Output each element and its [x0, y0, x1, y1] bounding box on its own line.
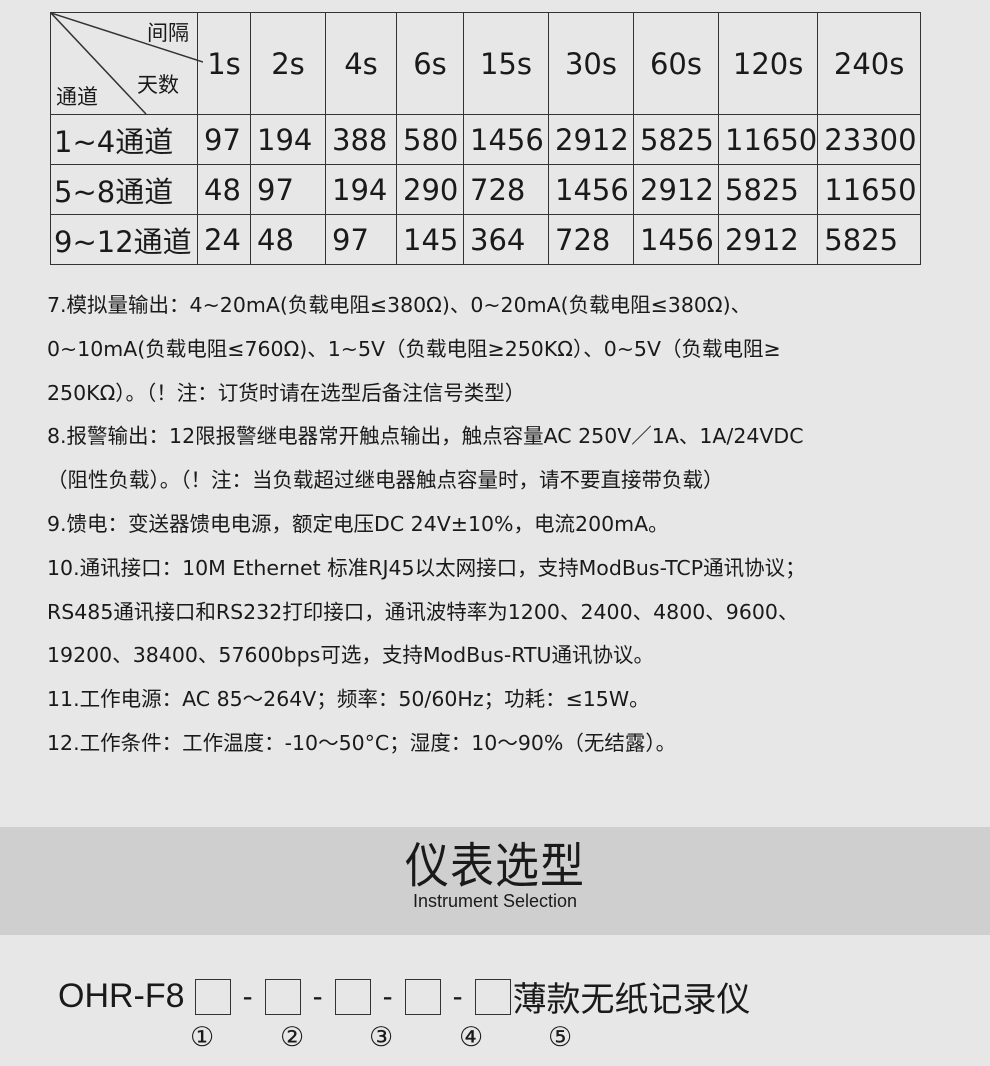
interval-header: 30s	[548, 12, 634, 115]
spec-line: 9.馈电：变送器馈电电源，额定电压DC 24V±10%，电流200mA。	[47, 511, 669, 536]
spec-line: 11.工作电源：AC 85～264V；频率：50/60Hz；功耗：≤15W。	[47, 687, 650, 712]
days-cell: 728	[548, 214, 634, 265]
spec-line: 0~10mA(负载电阻≤760Ω)、1~5V（负载电阻≥250KΩ）、0~5V（…	[47, 336, 781, 361]
channel-label: 9~12通道	[50, 214, 198, 265]
interval-header: 240s	[817, 12, 921, 115]
table-header-row: 间隔 天数 通道 1s 2s 4s 6s 15s 30s 60s 120s 24…	[50, 12, 921, 115]
interval-header: 2s	[250, 12, 326, 115]
slot-number-5: ⑤	[548, 1022, 573, 1053]
option-box-1	[194, 978, 231, 1015]
days-cell: 1456	[463, 114, 549, 165]
table-row: 5~8通道 48 97 194 290 728 1456 2912 5825 11650	[50, 164, 921, 215]
days-cell: 580	[396, 114, 464, 165]
days-cell: 97	[250, 164, 326, 215]
days-cell: 2912	[633, 164, 719, 215]
days-cell: 388	[325, 114, 397, 165]
days-cell: 5825	[817, 214, 921, 265]
interval-header: 60s	[633, 12, 719, 115]
days-cell: 194	[250, 114, 326, 165]
diagonal-lines	[51, 13, 203, 114]
days-cell: 5825	[717, 164, 819, 215]
storage-days-table: 间隔 天数 通道 1s 2s 4s 6s 15s 30s 60s 120s 24…	[50, 12, 921, 265]
days-cell: 11650	[817, 164, 921, 215]
model-suffix: 薄款无纸记录仪	[512, 981, 751, 1019]
interval-header: 1s	[197, 12, 251, 115]
table-row: 1~4通道 97 194 388 580 1456 2912 5825 11650 23300	[50, 114, 921, 165]
option-box-2	[264, 978, 301, 1015]
option-box-4	[404, 978, 441, 1015]
interval-header: 120s	[717, 12, 819, 115]
slot-number-2: ②	[280, 1022, 305, 1053]
section-subtitle: Instrument Selection	[412, 891, 578, 911]
corner-cell: 间隔 天数 通道	[50, 12, 203, 115]
section-title: 仪表选型	[405, 839, 585, 894]
corner-days-label: 天数	[137, 73, 179, 97]
spec-line: 10.通讯接口：10M Ethernet 标准RJ45以太网接口，支持ModBu…	[47, 555, 806, 580]
corner-interval-label: 间隔	[147, 21, 189, 45]
interval-header: 4s	[325, 12, 397, 115]
days-cell: 194	[325, 164, 397, 215]
channel-label: 1~4通道	[50, 114, 198, 165]
separator: -	[242, 979, 253, 1013]
interval-header: 15s	[463, 12, 549, 115]
table-row: 9~12通道 24 48 97 145 364 728 1456 2912 5825	[50, 214, 921, 265]
days-cell: 97	[197, 114, 251, 165]
slot-number-3: ③	[369, 1022, 394, 1053]
corner-channel-label: 通道	[56, 85, 98, 109]
spec-line: （阻性负载）。（！注：当负载超过继电器触点容量时，请不要直接带负载）	[47, 468, 724, 493]
interval-header: 6s	[396, 12, 464, 115]
spec-line: 7.模拟量输出：4~20mA(负载电阻≤380Ω)、0~20mA(负载电阻≤38…	[47, 293, 752, 317]
section-banner: 仪表选型 Instrument Selection	[0, 827, 990, 935]
days-cell: 1456	[633, 214, 719, 265]
spec-line: RS485通讯接口和RS232打印接口，通讯波特率为1200、2400、4800…	[47, 599, 799, 624]
days-cell: 24	[197, 214, 251, 265]
spec-list: 7.模拟量输出：4~20mA(负载电阻≤380Ω)、0~20mA(负载电阻≤38…	[47, 284, 806, 766]
spec-line: 12.工作条件：工作温度：-10～50°C；湿度：10～90%（无结露）。	[47, 730, 677, 755]
model-code: OHR-F8 - - - - 薄款无纸记录仪	[58, 972, 751, 1021]
separator: -	[382, 979, 393, 1013]
days-cell: 2912	[548, 114, 634, 165]
days-cell: 728	[463, 164, 549, 215]
option-box-5	[474, 978, 511, 1015]
separator: -	[312, 979, 323, 1013]
model-prefix: OHR-F8	[58, 977, 185, 1015]
days-cell: 290	[396, 164, 464, 215]
days-cell: 364	[463, 214, 549, 265]
days-cell: 2912	[717, 214, 819, 265]
days-cell: 97	[325, 214, 397, 265]
spec-line: 8.报警输出：12限报警继电器常开触点输出，触点容量AC 250V／1A、1A/…	[47, 424, 804, 449]
slot-number-1: ①	[190, 1022, 215, 1053]
channel-label: 5~8通道	[50, 164, 198, 215]
option-box-3	[334, 978, 371, 1015]
spec-line: 19200、38400、57600bps可选，支持ModBus-RTU通讯协议。	[47, 643, 655, 668]
days-cell: 5825	[633, 114, 719, 165]
days-cell: 48	[197, 164, 251, 215]
days-cell: 1456	[548, 164, 634, 215]
days-cell: 48	[250, 214, 326, 265]
spec-line: 250KΩ）。（！注：订货时请在选型后备注信号类型）	[47, 380, 526, 405]
separator: -	[452, 979, 463, 1013]
days-cell: 145	[396, 214, 464, 265]
days-cell: 23300	[817, 114, 921, 165]
slot-number-4: ④	[459, 1022, 484, 1053]
days-cell: 11650	[717, 114, 819, 165]
